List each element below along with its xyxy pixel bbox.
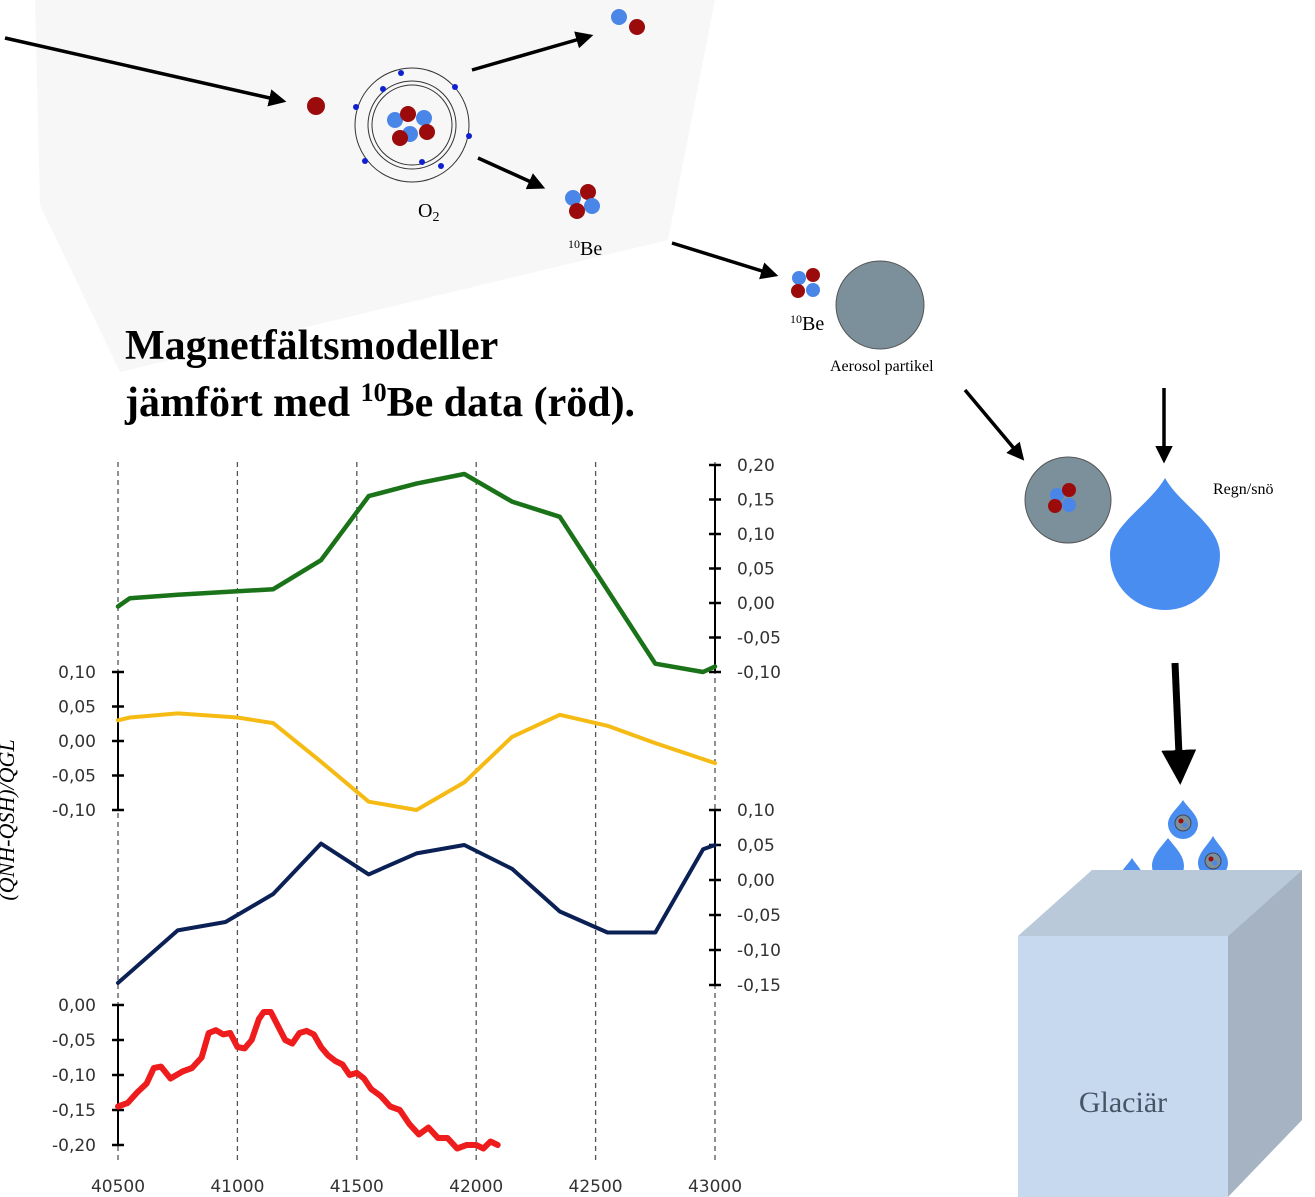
y-tick-label-red-4: -0,20 (52, 1136, 96, 1156)
be10-label-panel: 10Be (568, 237, 602, 260)
y-tick-label-green-2: 0,10 (737, 525, 775, 545)
x-tick-label-41000: 41000 (210, 1177, 264, 1197)
y-tick-label-navy-5: -0,15 (737, 976, 781, 996)
y-tick-label-green-3: 0,05 (737, 560, 775, 580)
cosmic-ray-particle-icon (307, 97, 325, 115)
spallation-fragment-icon (611, 9, 645, 35)
aerosol-with-be10-icon (1024, 456, 1112, 544)
y-tick-label-green-4: 0,00 (737, 594, 775, 614)
be10-product-arrow (477, 156, 546, 190)
y-tick-label-navy-1: 0,05 (737, 836, 775, 856)
y-tick-label-green-0: 0,20 (737, 456, 775, 476)
spallation-product-arrow (471, 31, 594, 72)
be10-label-aerosol: 10Be (790, 312, 824, 335)
glacier-label: Glaciär (1079, 1086, 1167, 1119)
rain-snow-label: Regn/snö (1213, 481, 1273, 498)
y-tick-label-yellow-0: 0,10 (58, 663, 96, 683)
y-tick-label-navy-0: 0,10 (737, 801, 775, 821)
be10-to-aerosol-arrow (671, 241, 779, 280)
y-tick-label-red-0: 0,00 (58, 996, 96, 1016)
reaction-panel (35, 0, 715, 372)
y-tick-label-navy-4: -0,10 (737, 941, 781, 961)
aerosol-particle-icon (835, 260, 925, 350)
incoming-cosmic-ray-arrow (4, 36, 287, 107)
magnetic-field-chart: 40500 41000 41500 42000 42500 43000 0,20 0,15 0,… (52, 456, 781, 1197)
y-tick-label-red-1: -0,05 (52, 1031, 96, 1051)
chart-title-line1: Magnetfältsmodeller (125, 323, 499, 369)
y-axis-label: (QNH-QSH)/QGL (0, 739, 19, 900)
y-tick-label-red-2: -0,10 (52, 1066, 96, 1086)
chart-title-line2: jämfört med 10Be data (röd). (125, 378, 636, 427)
aerosol-label: Aerosol partikel (830, 358, 934, 375)
series-line-navy (116, 841, 717, 985)
be10-nucleus-icon-2 (791, 268, 820, 298)
x-tick-label-40500: 40500 (91, 1177, 145, 1197)
oxygen-atom-icon (353, 67, 472, 183)
x-tick-label-42500: 42500 (569, 1177, 623, 1197)
x-tick-label-41500: 41500 (330, 1177, 384, 1197)
o2-label: O2 (418, 200, 439, 225)
y-tick-label-navy-2: 0,00 (737, 871, 775, 891)
y-tick-label-red-3: -0,15 (52, 1101, 96, 1121)
deposition-arrow (1161, 662, 1197, 785)
y-tick-label-green-5: -0,05 (737, 629, 781, 649)
y-tick-label-yellow-1: 0,05 (58, 698, 96, 718)
y-tick-label-green-1: 0,15 (737, 491, 775, 511)
y-tick-label-yellow-2: 0,00 (58, 732, 96, 752)
glacier-block (1018, 870, 1302, 1197)
y-tick-label-yellow-3: -0,05 (52, 767, 96, 787)
y-tick-label-navy-3: -0,05 (737, 906, 781, 926)
aerosol-to-droplet-arrow (963, 388, 1025, 461)
series-line-yellow (116, 711, 717, 812)
be10-nucleus-icon (565, 184, 600, 219)
rain-drop-icon (1110, 478, 1220, 610)
y-tick-label-green-6: -0,10 (737, 663, 781, 683)
x-tick-label-43000: 43000 (688, 1177, 742, 1197)
y-tick-label-yellow-4: -0,10 (52, 801, 96, 821)
series-line-green (115, 471, 718, 675)
series-line-red (115, 1009, 501, 1152)
x-tick-label-42000: 42000 (449, 1177, 503, 1197)
